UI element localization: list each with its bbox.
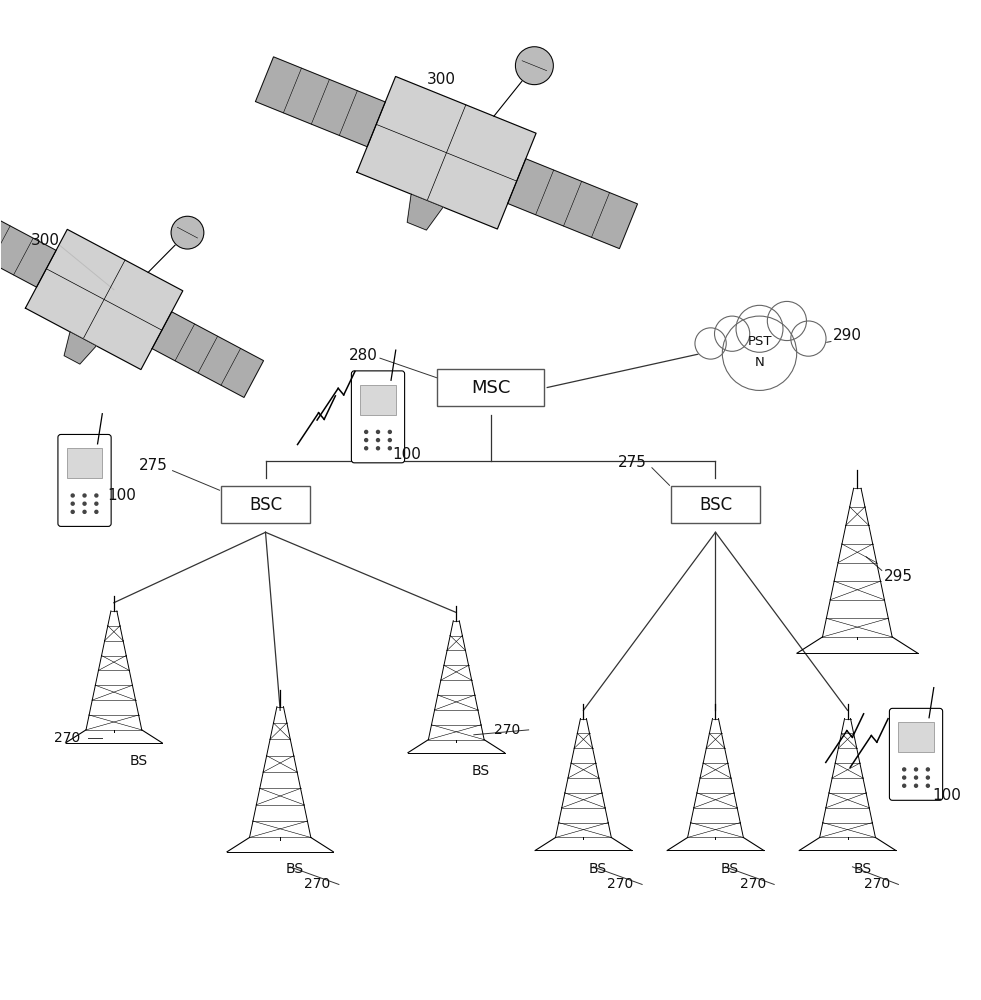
Circle shape [83,494,86,497]
Text: PST: PST [748,335,772,348]
Polygon shape [152,312,264,397]
Circle shape [95,494,98,497]
FancyBboxPatch shape [58,434,111,526]
Circle shape [903,768,905,771]
Polygon shape [255,57,386,147]
Circle shape [95,510,98,513]
Circle shape [377,439,380,442]
Circle shape [365,439,368,442]
FancyBboxPatch shape [351,371,404,463]
Circle shape [388,439,391,442]
FancyBboxPatch shape [890,708,943,800]
Circle shape [914,776,917,779]
Circle shape [926,784,929,787]
Polygon shape [26,229,182,370]
Circle shape [171,216,204,249]
Circle shape [903,776,905,779]
Text: BS: BS [853,862,871,876]
Text: 270: 270 [740,877,766,891]
Circle shape [914,768,917,771]
Circle shape [72,502,75,505]
Text: 270: 270 [304,877,331,891]
Circle shape [365,447,368,450]
Text: 270: 270 [607,877,634,891]
FancyBboxPatch shape [899,722,934,752]
FancyBboxPatch shape [222,486,310,523]
Polygon shape [407,194,443,230]
Circle shape [914,784,917,787]
Circle shape [695,328,726,359]
Text: 300: 300 [427,72,456,87]
Circle shape [388,430,391,433]
Text: 275: 275 [139,458,168,473]
Text: 295: 295 [884,569,912,584]
Text: 280: 280 [349,348,378,363]
Circle shape [72,510,75,513]
Circle shape [714,316,749,351]
Text: N: N [754,356,764,369]
Circle shape [377,430,380,433]
Text: 100: 100 [933,788,961,803]
Text: BS: BS [721,862,740,876]
Text: 270: 270 [494,723,520,737]
FancyBboxPatch shape [671,486,759,523]
Circle shape [365,430,368,433]
Circle shape [926,776,929,779]
Polygon shape [357,76,536,229]
Circle shape [767,301,806,341]
Text: BSC: BSC [698,496,732,514]
Text: 100: 100 [107,488,136,503]
Circle shape [722,316,797,390]
Text: 275: 275 [618,455,647,470]
Text: MSC: MSC [471,379,510,397]
Text: 270: 270 [54,731,80,745]
Circle shape [388,447,391,450]
Circle shape [515,47,553,85]
Text: BS: BS [472,764,490,778]
Polygon shape [0,202,56,287]
FancyBboxPatch shape [360,385,395,415]
Polygon shape [64,332,96,364]
FancyBboxPatch shape [437,369,544,406]
Circle shape [72,494,75,497]
Polygon shape [508,159,638,249]
Circle shape [83,502,86,505]
Circle shape [95,502,98,505]
Text: 270: 270 [864,877,890,891]
Circle shape [736,305,783,352]
FancyBboxPatch shape [67,448,102,478]
Circle shape [926,768,929,771]
Circle shape [903,784,905,787]
Text: 290: 290 [833,328,862,343]
Text: BS: BS [589,862,607,876]
Circle shape [377,447,380,450]
Text: 100: 100 [392,447,422,462]
Text: 300: 300 [31,233,60,248]
Text: BS: BS [285,862,304,876]
Text: BS: BS [129,754,147,768]
Circle shape [791,321,826,356]
Circle shape [83,510,86,513]
Text: BSC: BSC [249,496,283,514]
